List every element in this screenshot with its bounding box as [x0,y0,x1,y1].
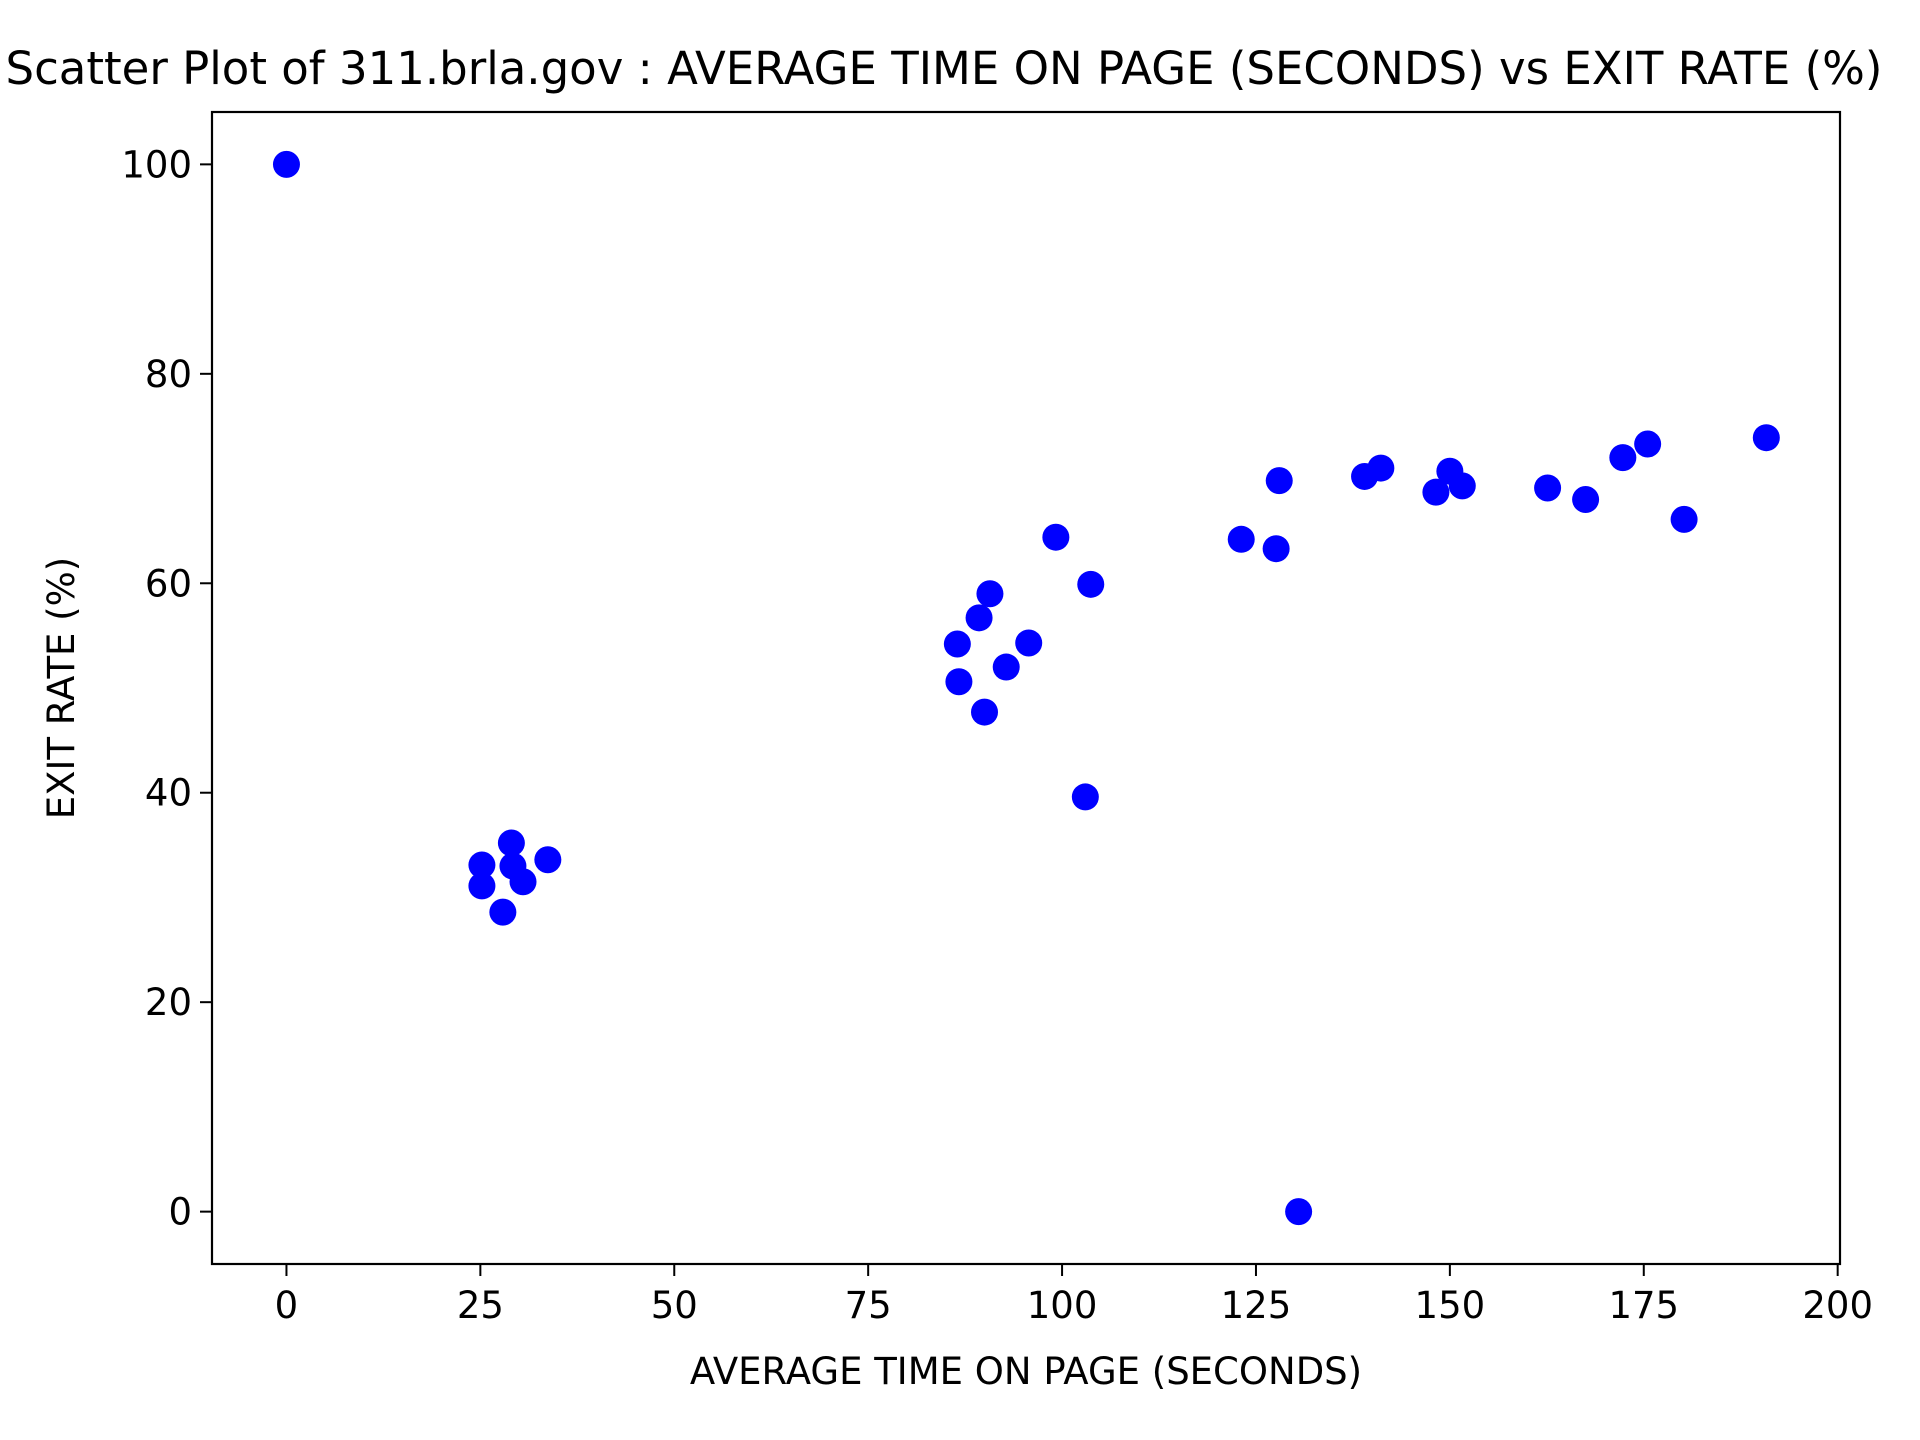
data-point [489,898,517,926]
y-axis-ticks: 0 20 40 60 80 100 [121,143,212,1234]
y-tick-label: 40 [145,772,192,815]
chart-title: Scatter Plot of 311.brla.gov : AVERAGE T… [6,42,1883,95]
data-point [1634,430,1662,458]
data-point [272,150,300,178]
data-point [1609,444,1637,472]
y-tick-label: 0 [168,1191,192,1234]
data-point [534,846,562,874]
data-point [1077,570,1105,598]
data-point [945,668,973,696]
data-point [1752,424,1780,452]
data-point [468,872,496,900]
data-point [468,851,496,879]
data-point [965,604,993,632]
y-tick-label: 80 [145,353,192,396]
x-tick-label: 100 [1027,1284,1098,1327]
data-point [971,698,999,726]
data-point [1265,467,1293,495]
data-point [1670,505,1698,533]
data-point [1448,472,1476,500]
data-point [1071,783,1099,811]
data-point [992,653,1020,681]
x-axis-label: AVERAGE TIME ON PAGE (SECONDS) [690,1350,1362,1393]
x-tick-label: 175 [1608,1284,1679,1327]
data-point [1262,535,1290,563]
plot-area: 0 25 50 75 100 125 150 175 200 0 20 40 60 80 100 [121,110,1873,1327]
data-point [1227,525,1255,553]
data-point [1572,485,1600,513]
data-point [509,868,537,896]
data-point [1015,629,1043,657]
plot-frame [210,110,1842,1266]
x-tick-label: 125 [1221,1284,1292,1327]
data-point [1534,474,1562,502]
data-point [976,580,1004,608]
x-tick-label: 150 [1415,1284,1486,1327]
data-point [943,630,971,658]
data-point [1042,523,1070,551]
data-point [497,829,525,857]
x-tick-label: 75 [845,1284,892,1327]
x-tick-label: 0 [275,1284,299,1327]
y-tick-label: 100 [121,143,192,186]
data-point [1367,454,1395,482]
y-tick-label: 20 [145,981,192,1024]
x-tick-label: 200 [1802,1284,1873,1327]
x-tick-label: 25 [457,1284,504,1327]
data-point [1422,478,1450,506]
x-axis-ticks: 0 25 50 75 100 125 150 175 200 [275,1264,1873,1327]
y-tick-label: 60 [145,562,192,605]
x-tick-label: 50 [651,1284,698,1327]
data-points [272,150,1780,1226]
data-point [1285,1198,1313,1226]
y-axis-label: EXIT RATE (%) [40,557,83,819]
